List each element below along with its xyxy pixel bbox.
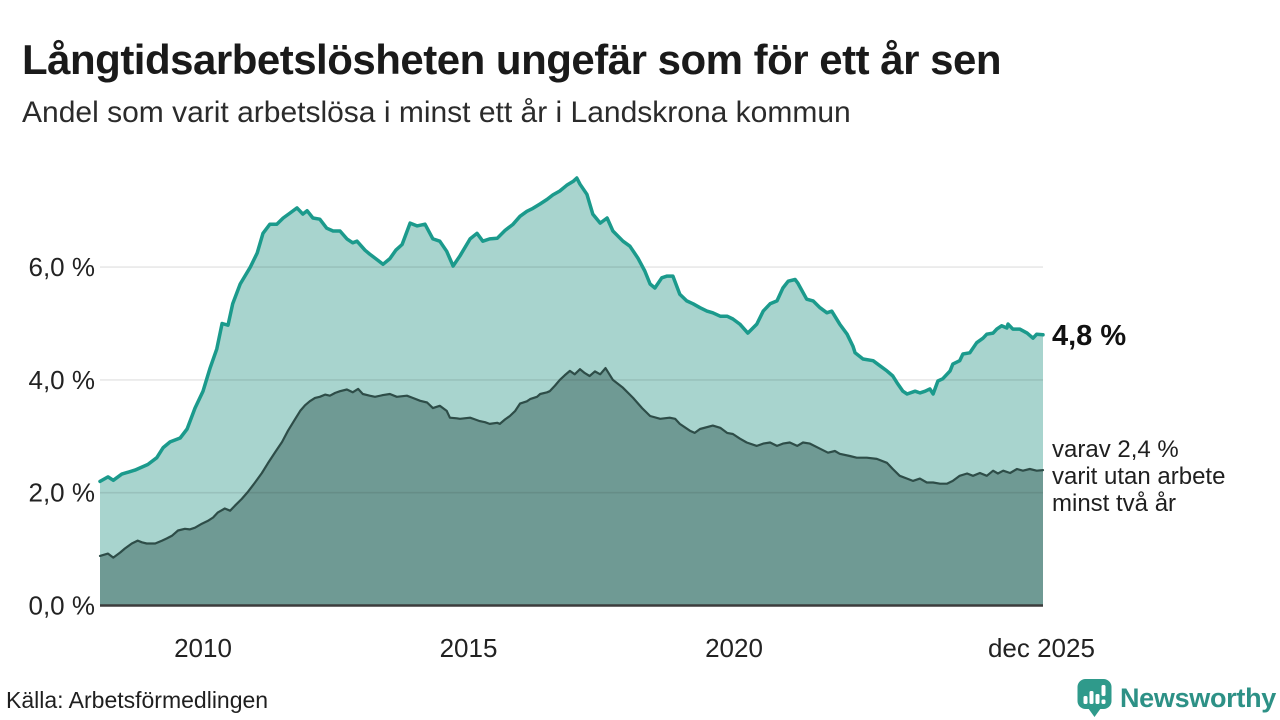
y-tick-label: 4,0 %: [29, 365, 96, 395]
y-tick-label: 6,0 %: [29, 252, 96, 282]
annotation-line: minst två år: [1052, 490, 1177, 517]
newsworthy-logo: Newsworthy: [1076, 678, 1276, 718]
area-min-two-years: [100, 368, 1043, 606]
annotation-line: varit utan arbete: [1052, 463, 1226, 490]
page-title: Långtidsarbetslösheten ungefär som för e…: [22, 36, 1002, 84]
x-tick-label: dec 2025: [988, 633, 1095, 663]
y-tick-label: 2,0 %: [29, 478, 96, 508]
x-tick-label: 2010: [174, 633, 232, 663]
line-min-one-year: [98, 176, 1045, 484]
annotation-line: varav 2,4 %: [1052, 436, 1179, 463]
line-min-two-years: [98, 367, 1045, 559]
y-tick-label: 0,0 %: [29, 591, 96, 621]
source-note: Källa: Arbetsförmedlingen: [6, 687, 269, 713]
newsworthy-logo-text: Newsworthy: [1119, 682, 1276, 713]
x-tick-label: 2020: [705, 633, 763, 663]
latest-value-label: 4,8 %: [1052, 320, 1127, 352]
two-year-annotation: varav 2,4 % varit utan arbete minst två …: [1052, 436, 1225, 517]
newsworthy-logo-icon: [1077, 679, 1112, 717]
x-tick-label: 2015: [440, 633, 498, 663]
chart-subtitle: Andel som varit arbetslösa i minst ett å…: [22, 96, 851, 129]
